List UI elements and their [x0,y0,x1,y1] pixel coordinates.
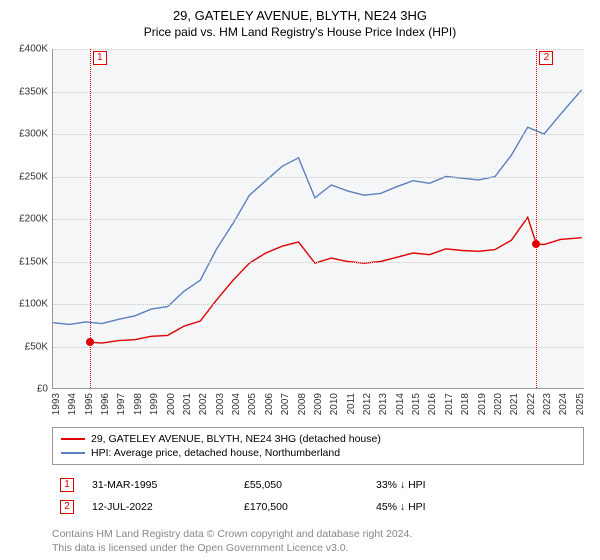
event-vline [90,49,91,388]
event-marker [86,338,94,346]
series-line-price_paid [90,217,582,343]
legend-swatch [61,438,85,440]
y-tick-label: £300K [12,129,48,140]
legend: 29, GATELEY AVENUE, BLYTH, NE24 3HG (det… [52,427,584,465]
legend-label: HPI: Average price, detached house, Nort… [91,447,340,459]
y-tick-label: £350K [12,86,48,97]
series-line-hpi [53,90,582,325]
below-chart: 29, GATELEY AVENUE, BLYTH, NE24 3HG (det… [52,427,584,555]
event-row-badge: 1 [60,478,74,492]
event-price: £55,050 [238,475,368,495]
plot-area: 12 [52,49,584,389]
y-tick-label: £150K [12,256,48,267]
y-tick-label: £100K [12,299,48,310]
event-price: £170,500 [238,497,368,517]
attribution-line-1: Contains HM Land Registry data © Crown c… [52,527,584,541]
attribution: Contains HM Land Registry data © Crown c… [52,527,584,555]
event-row-badge: 2 [60,500,74,514]
legend-swatch [61,452,85,454]
event-delta: 45% ↓ HPI [370,497,582,517]
events-table: 1 31-MAR-1995£55,05033% ↓ HPI 2 12-JUL-2022… [52,473,584,519]
chart-container: 29, GATELEY AVENUE, BLYTH, NE24 3HG Pric… [0,0,600,560]
event-date: 31-MAR-1995 [86,475,236,495]
event-badge: 1 [93,51,107,65]
event-badge: 2 [539,51,553,65]
y-tick-label: £0 [12,384,48,395]
event-vline [536,49,537,388]
y-tick-label: £50K [12,341,48,352]
attribution-line-2: This data is licensed under the Open Gov… [52,541,584,555]
chart-title: 29, GATELEY AVENUE, BLYTH, NE24 3HG [12,8,588,23]
x-tick-label: 2025 [575,393,600,415]
chart-area: £0 £50K £100K £150K £200K £250K £300K £350K £400… [12,45,588,425]
y-tick-label: £250K [12,171,48,182]
event-row: 2 12-JUL-2022£170,50045% ↓ HPI [54,497,582,517]
legend-row: HPI: Average price, detached house, Nort… [61,446,575,460]
event-date: 12-JUL-2022 [86,497,236,517]
event-delta: 33% ↓ HPI [370,475,582,495]
legend-row: 29, GATELEY AVENUE, BLYTH, NE24 3HG (det… [61,432,575,446]
event-marker [532,240,540,248]
y-tick-label: £400K [12,44,48,55]
y-tick-label: £200K [12,214,48,225]
legend-label: 29, GATELEY AVENUE, BLYTH, NE24 3HG (det… [91,433,381,445]
chart-subtitle: Price paid vs. HM Land Registry's House … [12,25,588,39]
event-row: 1 31-MAR-1995£55,05033% ↓ HPI [54,475,582,495]
